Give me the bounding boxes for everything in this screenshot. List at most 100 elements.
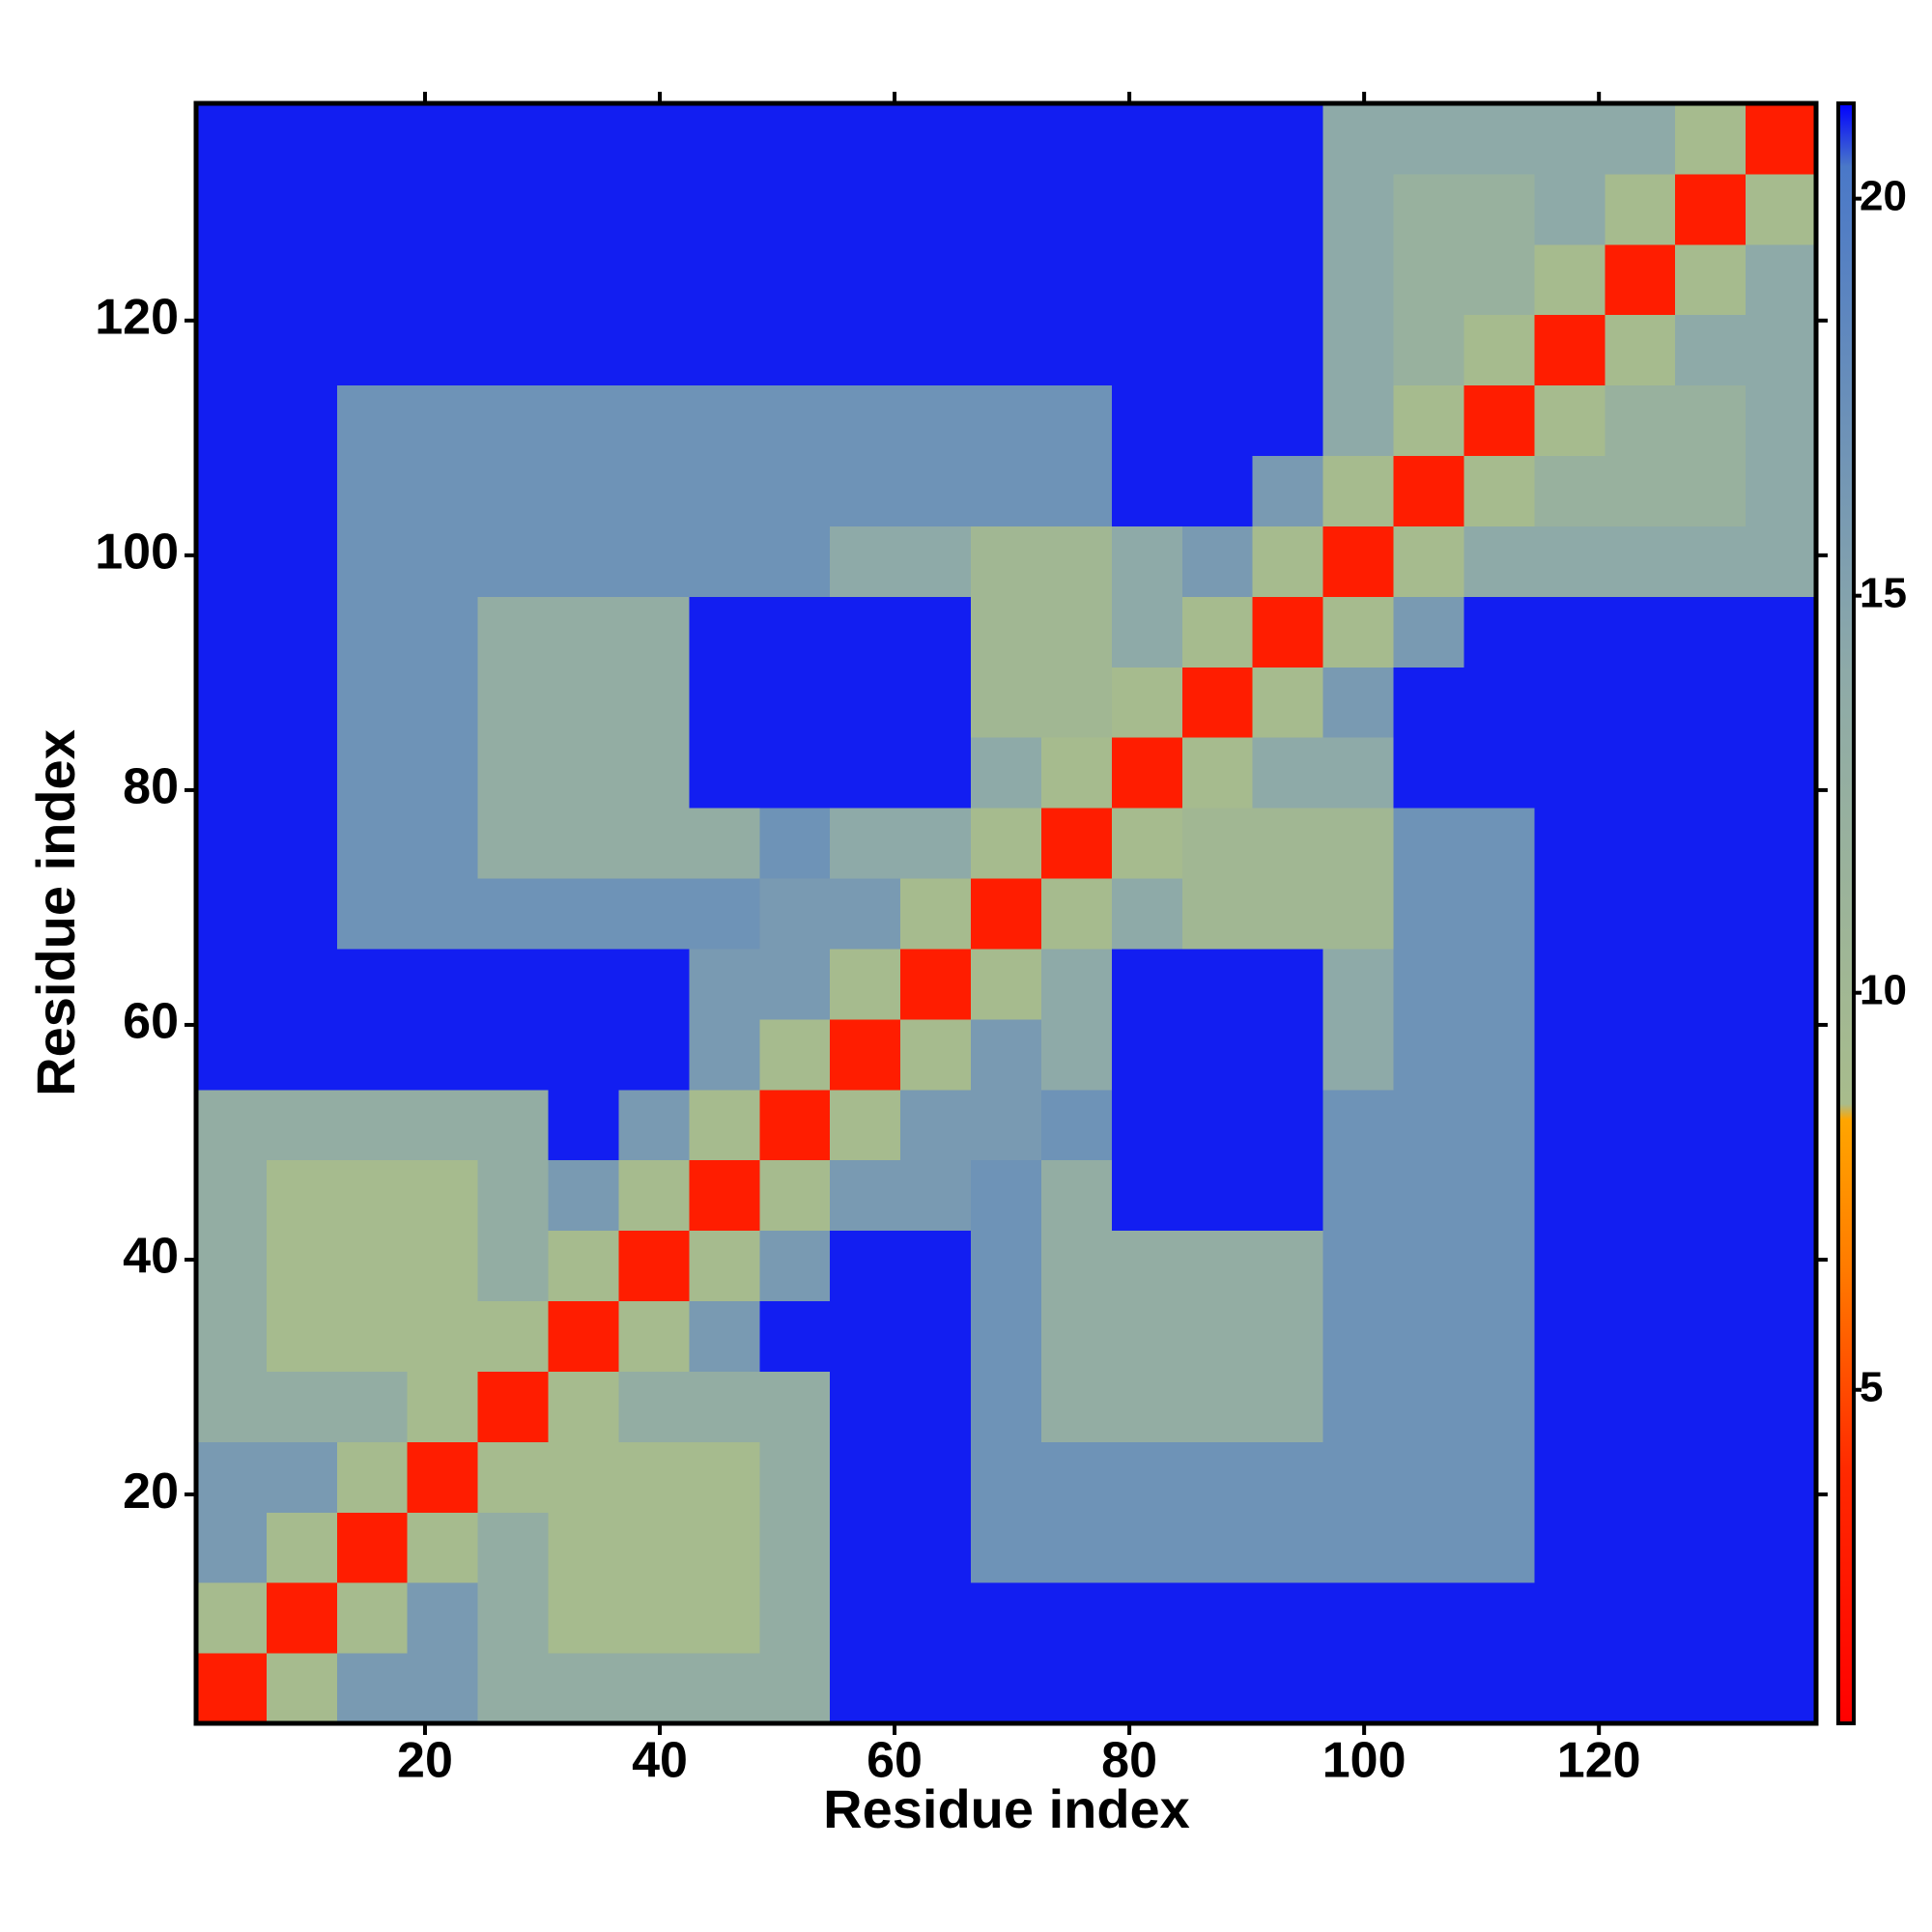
cell	[830, 808, 901, 879]
cell	[548, 1230, 619, 1302]
x-axis-label: Residue index	[823, 1778, 1190, 1839]
cell	[196, 1018, 268, 1091]
cell	[266, 526, 338, 597]
cell	[407, 948, 479, 1020]
x-tick-label: 80	[1101, 1733, 1157, 1789]
x-tick-label: 40	[632, 1733, 688, 1789]
cell	[336, 948, 409, 1020]
cell	[1534, 1300, 1605, 1372]
cell	[900, 1089, 972, 1161]
cell	[196, 526, 268, 597]
cell	[477, 1089, 550, 1161]
cell	[1040, 737, 1113, 809]
cell	[689, 1512, 760, 1583]
cell	[336, 455, 409, 526]
cell	[196, 1371, 268, 1442]
cell	[407, 1089, 479, 1161]
cell	[196, 667, 268, 738]
cell	[548, 1300, 619, 1372]
cell	[1675, 314, 1747, 386]
cell	[1746, 808, 1817, 879]
cell	[1252, 384, 1324, 457]
cell	[1675, 1441, 1747, 1513]
cell	[1181, 243, 1254, 316]
cell	[830, 737, 901, 809]
cell	[759, 1230, 831, 1302]
cell	[266, 1371, 338, 1442]
cell	[830, 878, 901, 950]
cell	[1040, 1653, 1113, 1724]
cell	[1675, 455, 1747, 526]
cell	[477, 596, 550, 668]
cell	[407, 173, 479, 245]
cell	[618, 596, 690, 668]
cell	[618, 1300, 690, 1372]
cell	[1675, 667, 1747, 738]
cell	[196, 455, 268, 526]
cell	[618, 1089, 690, 1161]
cell	[548, 314, 619, 386]
cell	[1605, 1582, 1676, 1654]
cell	[689, 1089, 760, 1161]
cell	[1463, 526, 1535, 597]
cell	[266, 1159, 338, 1232]
cell	[1181, 103, 1254, 175]
cell	[1534, 314, 1605, 386]
cell	[1322, 526, 1395, 597]
cell	[900, 314, 972, 386]
cell	[336, 737, 409, 809]
cell	[971, 596, 1042, 668]
cell	[618, 1371, 690, 1442]
cell	[618, 1441, 690, 1513]
cell	[1040, 1018, 1113, 1091]
cell	[830, 526, 901, 597]
cell	[1675, 1371, 1747, 1442]
cell	[1322, 808, 1395, 879]
cell	[689, 596, 760, 668]
cell	[1534, 596, 1605, 668]
cell	[759, 1300, 831, 1372]
cell	[1605, 596, 1676, 668]
cell	[1040, 1441, 1113, 1513]
cell	[1040, 1371, 1113, 1442]
cell	[618, 808, 690, 879]
cell	[900, 384, 972, 457]
cell	[548, 1653, 619, 1724]
cell	[1111, 1230, 1183, 1302]
cell	[689, 878, 760, 950]
cell	[971, 808, 1042, 879]
cell	[900, 1582, 972, 1654]
cell	[689, 1018, 760, 1091]
cell	[830, 1230, 901, 1302]
heatmap	[196, 103, 1817, 1724]
cell	[1393, 596, 1464, 668]
cell	[196, 103, 268, 175]
cell	[1252, 948, 1324, 1020]
y-tick-label: 40	[123, 1229, 179, 1285]
cell	[971, 1230, 1042, 1302]
cell	[689, 1371, 760, 1442]
cell	[971, 1159, 1042, 1232]
cell	[407, 667, 479, 738]
cell	[407, 1441, 479, 1513]
cell	[618, 103, 690, 175]
cell	[196, 173, 268, 245]
cell	[618, 384, 690, 457]
cell	[1534, 455, 1605, 526]
cell	[1252, 1018, 1324, 1091]
cell	[1393, 808, 1464, 879]
cell	[1746, 596, 1817, 668]
cell	[1040, 314, 1113, 386]
cell	[1534, 1159, 1605, 1232]
cell	[1322, 1089, 1395, 1161]
cell	[1746, 1512, 1817, 1583]
cell	[759, 1653, 831, 1724]
cell	[1322, 667, 1395, 738]
cell	[266, 384, 338, 457]
cell	[1322, 1018, 1395, 1091]
cell	[618, 455, 690, 526]
cell	[900, 1371, 972, 1442]
cell	[1746, 667, 1817, 738]
cell	[1111, 103, 1183, 175]
cell	[900, 173, 972, 245]
